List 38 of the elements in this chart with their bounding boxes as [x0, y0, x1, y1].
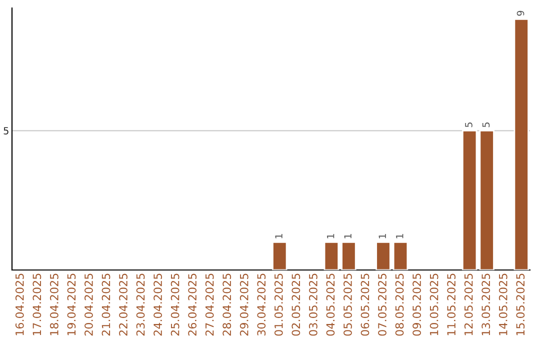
- data-label: 5: [465, 122, 472, 128]
- x-tick-label: 23.04.2025: [136, 274, 145, 336]
- x-tick-label: 04.05.2025: [326, 274, 335, 336]
- x-tick-label: 20.04.2025: [84, 274, 93, 336]
- data-label: 1: [275, 234, 282, 238]
- x-tick-label: 24.04.2025: [154, 274, 162, 336]
- data-label: 1: [396, 234, 404, 238]
- x-tick-label: 07.05.2025: [378, 274, 386, 336]
- x-tick-label: 15.05.2025: [516, 274, 525, 336]
- data-label: 1: [344, 234, 352, 238]
- x-tick-label: 18.04.2025: [50, 274, 58, 336]
- x-tick-label: 16.04.2025: [15, 274, 24, 336]
- x-tick-label: 30.04.2025: [257, 274, 266, 336]
- x-tick-label: 05.05.2025: [344, 274, 352, 336]
- x-tick-label: 10.05.2025: [430, 274, 438, 336]
- x-tick-label: 26.04.2025: [188, 274, 197, 336]
- x-tick-label: 17.04.2025: [32, 274, 42, 336]
- x-tick-label: 28.04.2025: [222, 274, 232, 336]
- x-tick-label: 12.05.2025: [464, 274, 473, 336]
- data-label: 1: [327, 234, 334, 238]
- x-tick-label: 11.05.2025: [447, 274, 456, 336]
- x-tick-label: 27.04.2025: [205, 274, 214, 336]
- x-tick-label: 01.05.2025: [274, 274, 283, 336]
- data-label: 1: [378, 234, 386, 238]
- x-tick-label: 02.05.2025: [292, 274, 300, 336]
- x-tick-label: 19.04.2025: [67, 274, 76, 336]
- x-tick-label: 29.04.2025: [240, 274, 248, 336]
- x-tick-label: 22.04.2025: [119, 274, 128, 336]
- x-tick-label: 14.05.2025: [498, 274, 508, 336]
- x-tick-label: 09.05.2025: [412, 274, 421, 336]
- x-tick-label: 13.05.2025: [482, 274, 490, 336]
- data-label: 9: [516, 10, 524, 16]
- x-tick-label: 08.05.2025: [395, 274, 404, 336]
- data-label: 5: [482, 122, 490, 128]
- x-tick-label: 03.05.2025: [308, 274, 318, 336]
- x-tick-label: 21.04.2025: [102, 274, 110, 336]
- x-tick-label: 25.04.2025: [170, 274, 180, 336]
- x-tick-label: 06.05.2025: [360, 274, 370, 336]
